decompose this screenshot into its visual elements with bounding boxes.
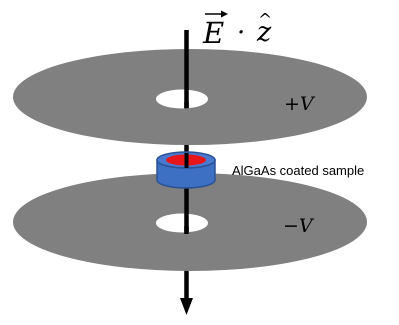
field-axis-arrowhead (180, 298, 193, 315)
field-label-e: E (202, 16, 224, 50)
top-plate (13, 49, 367, 145)
bottom-plate-label: −V (283, 215, 315, 237)
sample (156, 151, 216, 189)
bottom-plate (13, 173, 367, 271)
field-label-z: z (256, 17, 272, 48)
field-label: E · z ^ (202, 10, 272, 50)
sample-label: AlGaAs coated sample (232, 163, 364, 178)
z-hat-caret: ^ (258, 10, 272, 30)
top-plate-label: +V (284, 93, 316, 115)
field-label-dot: · (237, 18, 245, 48)
e-vector-arrow-head (221, 10, 228, 18)
